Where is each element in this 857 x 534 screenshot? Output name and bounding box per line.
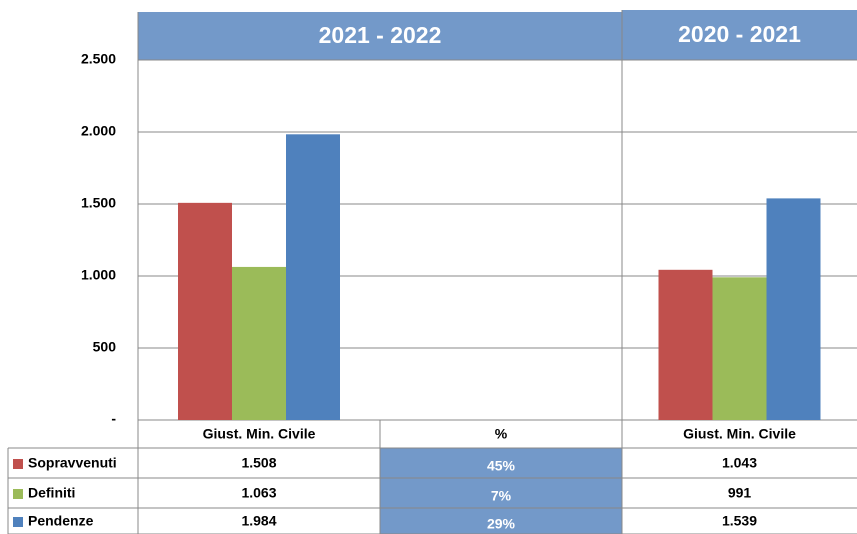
x-tick-label: % xyxy=(495,426,508,442)
bar xyxy=(766,198,821,420)
group-header xyxy=(138,12,622,60)
group-header xyxy=(622,10,857,60)
value-label: 1.043 xyxy=(722,455,757,471)
legend-swatch xyxy=(13,517,23,527)
value-label: 1.984 xyxy=(241,513,276,529)
y-tick-label: 1.500 xyxy=(81,195,116,211)
y-tick-label: - xyxy=(111,411,116,427)
x-tick-label: Giust. Min. Civile xyxy=(203,426,316,442)
y-tick-label: 500 xyxy=(93,339,117,355)
y-tick-label: 1.000 xyxy=(81,267,116,283)
change-label: 7% xyxy=(491,488,512,504)
bar xyxy=(232,266,286,420)
value-label: 1.539 xyxy=(722,513,757,529)
value-label: 991 xyxy=(728,485,752,501)
change-cell xyxy=(380,448,622,478)
value-label: 1.063 xyxy=(241,485,276,501)
group-label: 2020 - 2021 xyxy=(678,21,801,47)
bar xyxy=(286,134,340,420)
legend-label: Pendenze xyxy=(28,513,94,529)
legend-label: Definiti xyxy=(28,485,75,501)
change-cell xyxy=(380,478,622,508)
value-label: 1.508 xyxy=(241,455,276,471)
bar xyxy=(178,202,232,420)
y-tick-label: 2.500 xyxy=(81,51,116,67)
legend-label: Sopravvenuti xyxy=(28,455,117,471)
change-cell xyxy=(380,508,622,534)
change-label: 45% xyxy=(487,458,516,474)
legend-swatch xyxy=(13,489,23,499)
bar xyxy=(658,269,713,420)
bar xyxy=(712,277,767,420)
legend-swatch xyxy=(13,459,23,469)
change-label: 29% xyxy=(487,516,516,532)
y-tick-label: 2.000 xyxy=(81,123,116,139)
x-tick-label: Giust. Min. Civile xyxy=(683,426,796,442)
group-label: 2021 - 2022 xyxy=(319,22,442,48)
